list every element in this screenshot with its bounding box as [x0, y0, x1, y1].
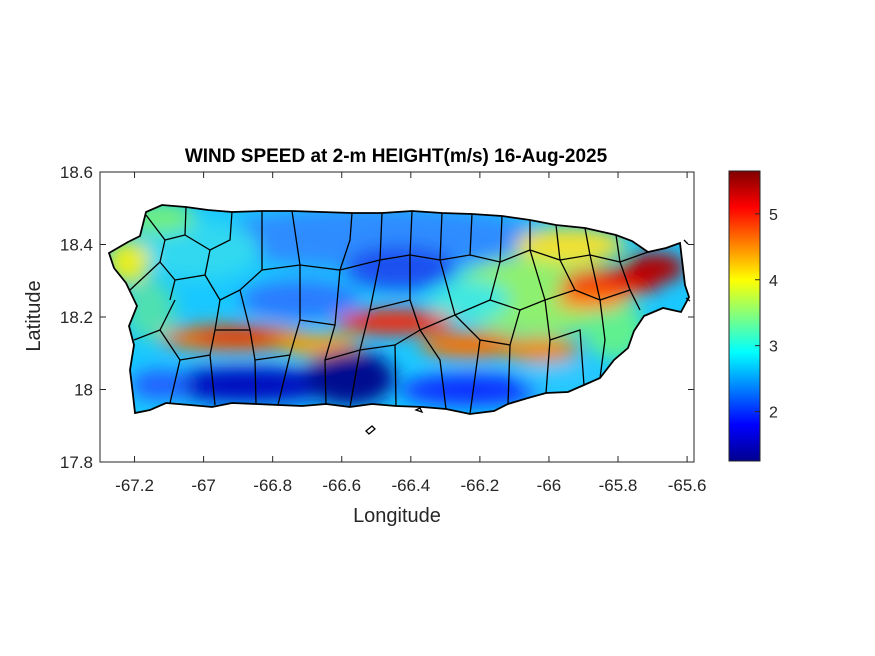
y-tick-label: 18: [74, 381, 93, 400]
y-tick-label: 18.2: [60, 308, 93, 327]
field-blob-north-blue: [210, 208, 550, 268]
heatmap-field: [109, 205, 689, 414]
field-band-center-orange: [280, 334, 360, 356]
y-axis-label: Latitude: [23, 280, 45, 351]
x-tick-label: -67.2: [115, 476, 154, 495]
x-axis-label: Longitude: [353, 505, 441, 527]
x-tick-label: -65.8: [599, 476, 638, 495]
x-tick-label: -66.6: [322, 476, 361, 495]
colorbar-ticks: 2 3 4 5: [755, 207, 778, 422]
x-tick-label: -66.4: [391, 476, 430, 495]
y-axis: 17.8 18 18.2 18.4 18.6: [60, 163, 694, 472]
chart-title: WIND SPEED at 2-m HEIGHT(m/s) 16-Aug-202…: [185, 146, 608, 167]
x-tick-label: -67: [191, 476, 216, 495]
field-band-west-red: [195, 329, 275, 343]
colorbar-tick-label: 4: [769, 273, 778, 290]
colorbar-gradient: [728, 170, 761, 462]
x-tick-label: -65.6: [668, 476, 707, 495]
colorbar-tick-label: 5: [769, 207, 778, 224]
islets: [365, 239, 691, 435]
y-tick-label: 18.4: [60, 236, 93, 255]
field-band-northeast-orange: [555, 290, 625, 310]
field-south-cyan-southeast: [520, 366, 600, 390]
colorbar-tick-label: 3: [769, 339, 778, 356]
field-south-blue-west-end: [130, 370, 190, 400]
y-tick-label: 17.8: [60, 453, 93, 472]
field-band-southeast-orange: [500, 338, 580, 362]
field-band-northeast-darkred: [625, 253, 685, 283]
field-south-darkblue-west: [160, 367, 340, 403]
x-tick-label: -66: [537, 476, 562, 495]
colorbar-tick-label: 2: [769, 405, 778, 422]
field-blob-central-cyan: [430, 280, 510, 320]
x-tick-label: -66.2: [461, 476, 500, 495]
y-tick-label: 18.6: [60, 163, 93, 182]
field-band-central-red: [335, 310, 455, 334]
municipal-boundaries: [129, 206, 649, 415]
x-axis: -67.2 -67 -66.8 -66.6 -66.4 -66.2 -66 -65.8 -65.…: [115, 172, 706, 495]
field-band-east-orange: [420, 332, 520, 358]
field-blob-north-central-blue: [345, 246, 455, 290]
field-south-blue-east: [400, 374, 540, 406]
colorbar: 2 3 4 5: [728, 170, 778, 462]
field-south-darkblue-center: [305, 350, 395, 406]
x-tick-label: -66.8: [253, 476, 292, 495]
